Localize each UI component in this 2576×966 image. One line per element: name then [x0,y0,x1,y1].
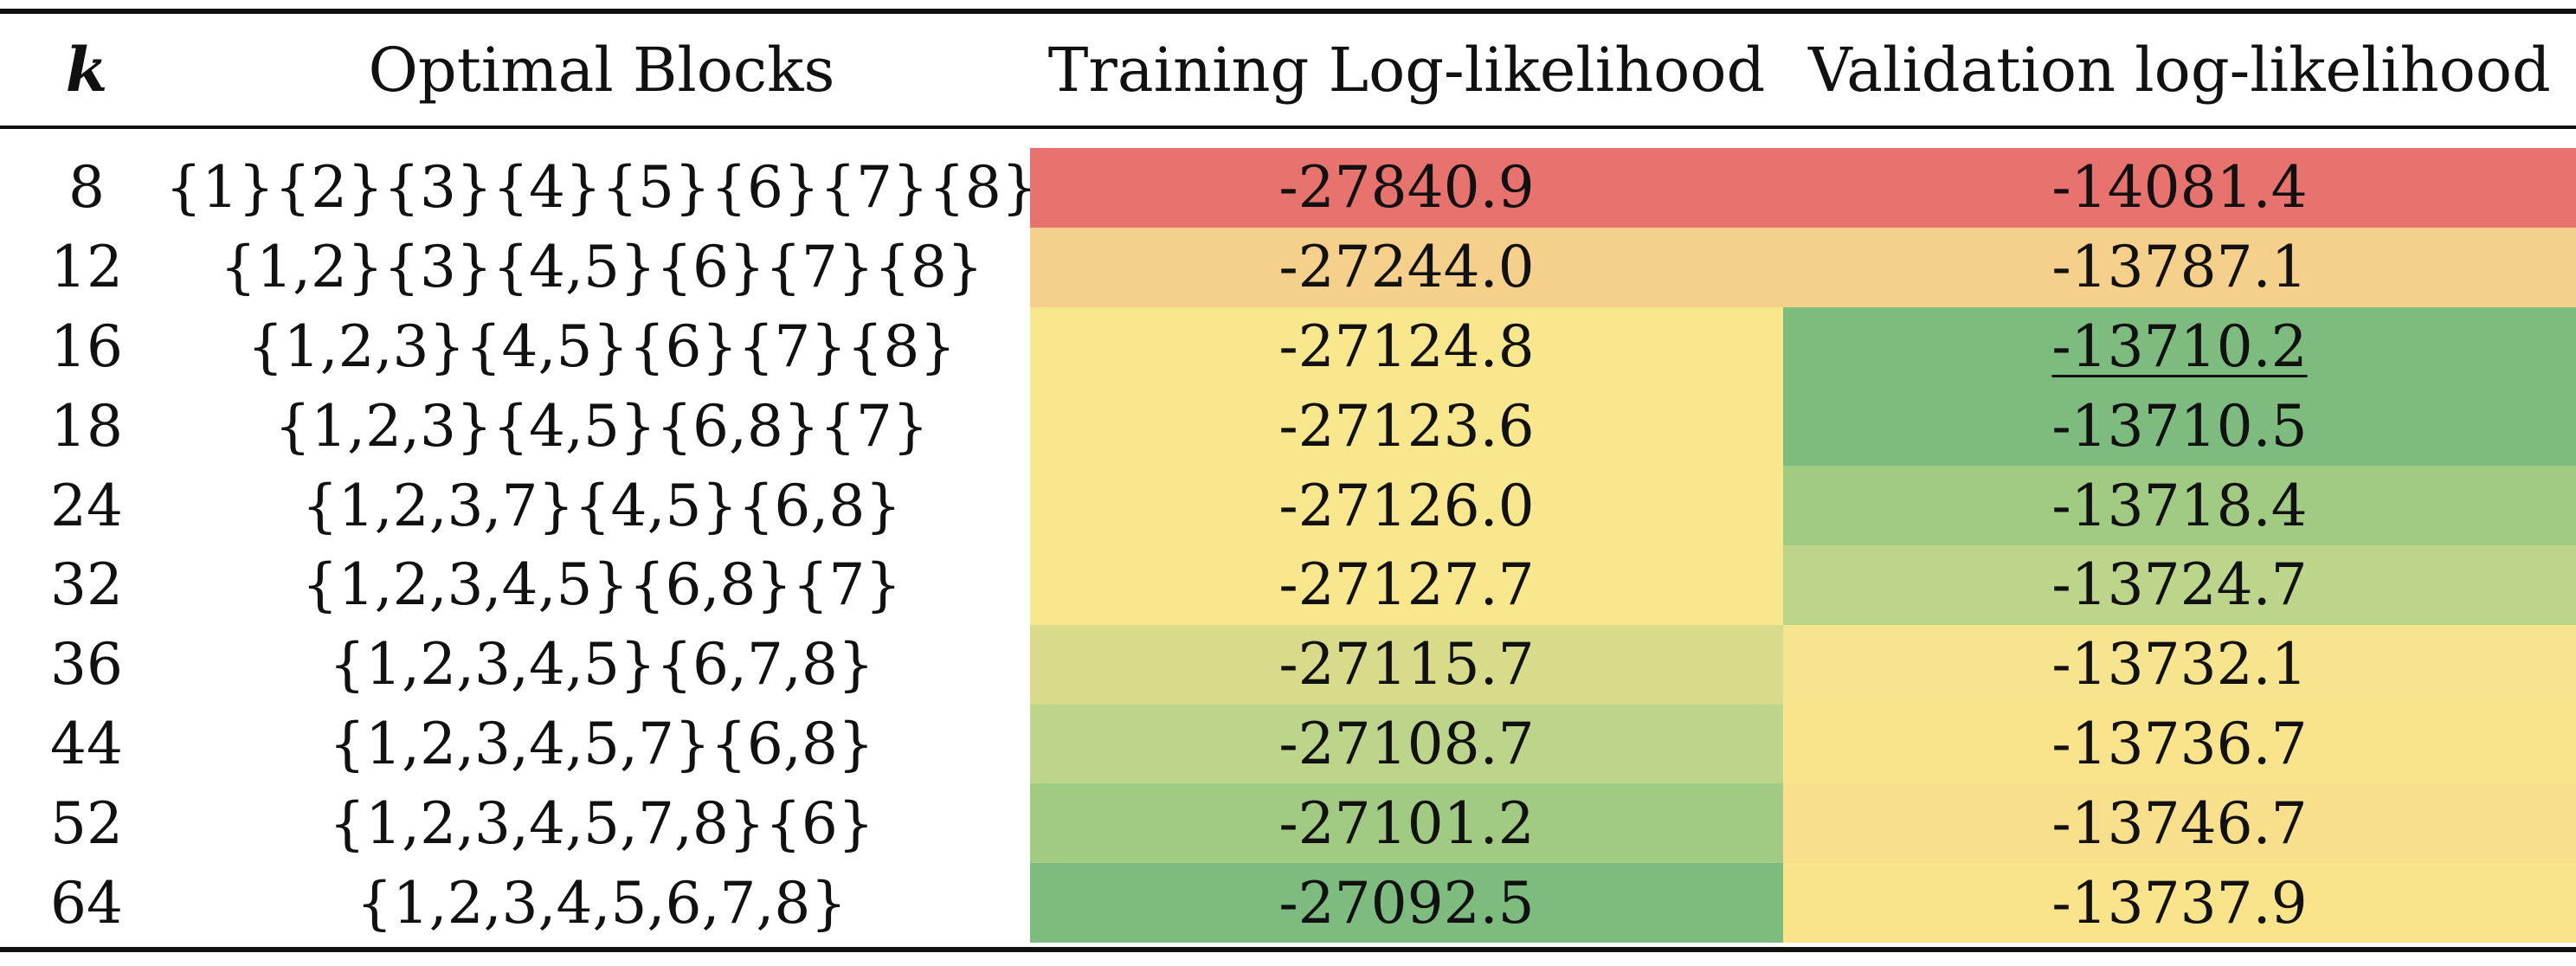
table-row: 36 {1,2,3,4,5}{6,7,8} -27115.7 -13732.1 [0,624,2576,705]
cell-optimal-blocks: {1,2,3,4,5,6,7,8} [356,869,847,937]
cell-validation-log-likelihood: -13710.2 [1783,306,2576,387]
table-row: 16 {1,2,3}{4,5}{6}{7}{8} -27124.8 -13710.2 [0,306,2576,387]
header-k: k [65,34,108,106]
cell-optimal-blocks: {1,2,3,4,5}{6,8}{7} [301,551,902,619]
training-value: -27127.7 [1278,551,1535,619]
cell-k: 44 [50,710,123,777]
table-row: 8 {1}{2}{3}{4}{5}{6}{7}{8} -27840.9 -14081.… [0,148,2576,228]
training-value: -27101.2 [1278,789,1535,857]
cell-validation-log-likelihood: -14081.4 [1783,148,2576,228]
cell-training-log-likelihood: -27840.9 [1030,148,1783,228]
cell-training-log-likelihood: -27123.6 [1030,386,1783,467]
cell-k: 52 [50,789,123,857]
cell-optimal-blocks: {1,2,3,7}{4,5}{6,8} [301,472,902,539]
bottom-rule [0,947,2576,952]
cell-optimal-blocks: {1,2}{3}{4,5}{6}{7}{8} [220,234,983,301]
cell-training-log-likelihood: -27115.7 [1030,624,1783,705]
training-value: -27092.5 [1278,869,1535,937]
cell-training-log-likelihood: -27244.0 [1030,227,1783,307]
training-value: -27126.0 [1278,472,1535,539]
table-header: k Optimal Blocks Training Log-likelihood… [0,14,2576,126]
training-value: -27840.9 [1278,154,1535,222]
validation-value: -13710.5 [2051,392,2308,460]
cell-training-log-likelihood: -27124.8 [1030,306,1783,387]
cell-validation-log-likelihood: -13787.1 [1783,227,2576,307]
training-value: -27108.7 [1278,710,1535,777]
cell-optimal-blocks: {1,2,3,4,5,7,8}{6} [329,789,874,857]
cell-k: 18 [50,392,123,460]
cell-training-log-likelihood: -27101.2 [1030,783,1783,864]
table-row: 18 {1,2,3}{4,5}{6,8}{7} -27123.6 -13710.5 [0,386,2576,467]
cell-k: 32 [50,551,123,619]
validation-value: -13718.4 [2051,472,2308,539]
top-rule [0,9,2576,14]
validation-value: -13787.1 [2051,234,2308,301]
cell-validation-log-likelihood: -13710.5 [1783,386,2576,467]
cell-training-log-likelihood: -27092.5 [1030,863,1783,943]
table-body: 8 {1}{2}{3}{4}{5}{6}{7}{8} -27840.9 -14081.… [0,148,2576,943]
table-row: 32 {1,2,3,4,5}{6,8}{7} -27127.7 -13724.7 [0,544,2576,625]
cell-training-log-likelihood: -27108.7 [1030,704,1783,784]
table-row: 24 {1,2,3,7}{4,5}{6,8} -27126.0 -13718.4 [0,466,2576,545]
cell-k: 24 [50,472,123,539]
cell-training-log-likelihood: -27127.7 [1030,544,1783,625]
cell-optimal-blocks: {1,2,3}{4,5}{6,8}{7} [274,392,929,460]
validation-value: -13736.7 [2051,710,2308,777]
cell-validation-log-likelihood: -13737.9 [1783,863,2576,943]
cell-k: 12 [50,234,123,301]
training-value: -27123.6 [1278,392,1535,460]
validation-value: -13710.2 [2051,312,2308,380]
cell-optimal-blocks: {1,2,3,4,5}{6,7,8} [329,631,874,699]
table-row: 52 {1,2,3,4,5,7,8}{6} -27101.2 -13746.7 [0,783,2576,864]
header-training-log-likelihood: Training Log-likelihood [1047,34,1766,106]
cell-validation-log-likelihood: -13732.1 [1783,624,2576,705]
cell-validation-log-likelihood: -13736.7 [1783,704,2576,784]
cell-training-log-likelihood: -27126.0 [1030,466,1783,545]
cell-k: 36 [50,631,123,699]
table-row: 12 {1,2}{3}{4,5}{6}{7}{8} -27244.0 -13787.1 [0,227,2576,307]
validation-value: -14081.4 [2051,154,2308,222]
cell-validation-log-likelihood: -13718.4 [1783,466,2576,545]
training-value: -27244.0 [1278,234,1535,301]
training-value: -27115.7 [1278,631,1535,699]
cell-optimal-blocks: {1,2,3}{4,5}{6}{7}{8} [247,312,956,380]
cell-validation-log-likelihood: -13746.7 [1783,783,2576,864]
validation-value: -13746.7 [2051,789,2308,857]
header-rule [0,126,2576,129]
cell-optimal-blocks: {1,2,3,4,5,7}{6,8} [329,710,874,777]
validation-value: -13732.1 [2051,631,2308,699]
training-value: -27124.8 [1278,312,1535,380]
validation-value: -13724.7 [2051,551,2308,619]
cell-validation-log-likelihood: -13724.7 [1783,544,2576,625]
header-validation-log-likelihood: Validation log-likelihood [1808,34,2551,106]
header-optimal-blocks: Optimal Blocks [368,34,835,106]
cell-optimal-blocks: {1}{2}{3}{4}{5}{6}{7}{8} [165,154,1038,222]
table-row: 44 {1,2,3,4,5,7}{6,8} -27108.7 -13736.7 [0,704,2576,784]
cell-k: 16 [50,312,123,380]
validation-value: -13737.9 [2051,869,2308,937]
cell-k: 8 [68,154,105,222]
cell-k: 64 [50,869,123,937]
table-row: 64 {1,2,3,4,5,6,7,8} -27092.5 -13737.9 [0,863,2576,943]
